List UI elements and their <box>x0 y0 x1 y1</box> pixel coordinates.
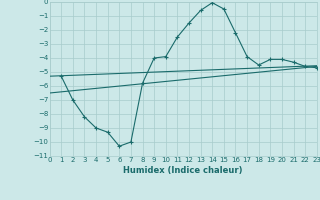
X-axis label: Humidex (Indice chaleur): Humidex (Indice chaleur) <box>124 166 243 175</box>
